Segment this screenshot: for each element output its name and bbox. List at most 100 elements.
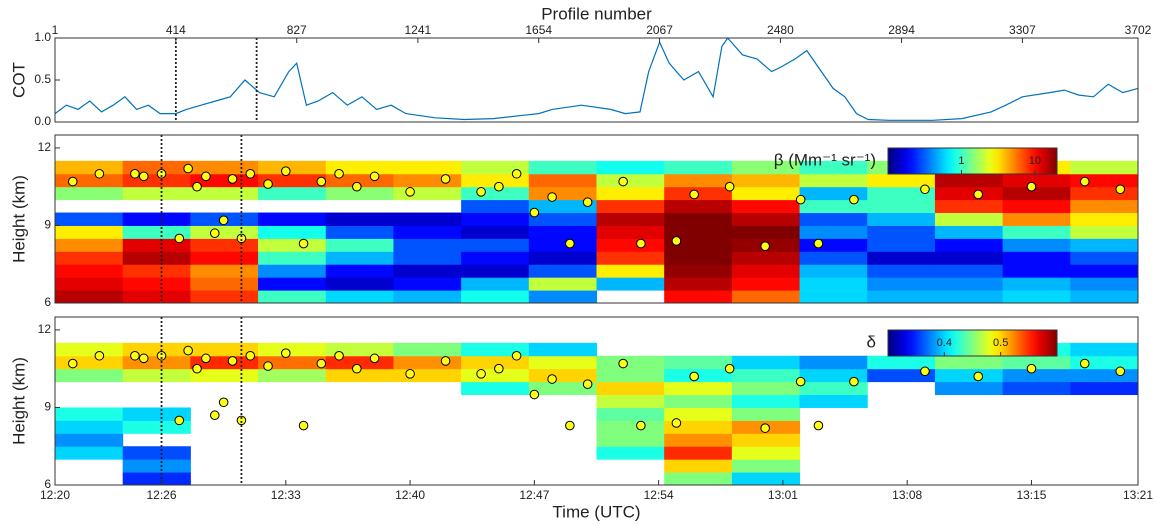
heat-cell	[122, 290, 191, 303]
plot-area	[55, 160, 1138, 303]
y-tick-label: 6	[44, 477, 51, 491]
heat-cell	[664, 160, 733, 175]
point	[689, 189, 699, 200]
heat-cell	[258, 290, 327, 303]
point	[582, 379, 593, 390]
heat-cell	[190, 264, 259, 278]
heat-cell	[867, 368, 936, 383]
heat-cell	[867, 186, 936, 201]
point	[1079, 176, 1090, 187]
heat-cell	[325, 277, 394, 291]
point	[582, 197, 593, 207]
heat-cell	[934, 173, 1004, 188]
heat-cell	[799, 225, 868, 239]
heat-cell	[596, 277, 665, 291]
x-tick-label: 2894	[888, 23, 915, 37]
heat-cell	[325, 238, 394, 252]
point	[298, 420, 309, 431]
point	[511, 168, 522, 179]
heat-cell	[122, 225, 191, 239]
point	[405, 187, 415, 197]
heat-cell	[55, 173, 124, 188]
x-axis-label: Profile number	[541, 4, 652, 23]
heat-cell	[867, 212, 936, 226]
heat-cell	[799, 264, 868, 278]
point	[316, 358, 327, 369]
point	[94, 168, 105, 179]
heat-cell	[664, 264, 733, 278]
heat-cell	[867, 225, 936, 239]
y-tick-label: 12	[38, 140, 52, 154]
colorbar-tick-label: 0.4	[937, 337, 952, 349]
heat-cell	[258, 212, 327, 226]
heat-cell	[461, 290, 530, 303]
heat-cell	[190, 238, 259, 252]
heat-cell	[55, 342, 124, 357]
point	[671, 418, 682, 428]
heat-cell	[461, 264, 530, 278]
heat-cell	[1070, 238, 1138, 252]
x-tick-label: 12:26	[147, 488, 177, 502]
heat-cell	[1002, 199, 1071, 214]
point	[183, 163, 193, 174]
heat-cell	[664, 212, 733, 226]
heat-cell	[528, 342, 597, 357]
y-tick-label: 6	[44, 295, 51, 309]
y-axis-label: Height (km)	[9, 175, 28, 263]
heat-cell	[122, 472, 191, 485]
heat-cell	[731, 251, 801, 265]
heat-cell	[799, 394, 868, 408]
point	[209, 410, 220, 421]
heat-cell	[1002, 251, 1071, 265]
point	[281, 348, 291, 358]
heat-cell	[799, 277, 868, 291]
heat-cell	[528, 355, 597, 370]
point	[174, 233, 185, 244]
point	[183, 345, 193, 356]
point	[263, 179, 273, 189]
heat-cell	[258, 186, 327, 201]
heat-cell	[934, 264, 1004, 278]
point	[671, 236, 682, 246]
heat-cell	[528, 160, 597, 175]
heat-cell	[799, 290, 868, 303]
point	[209, 228, 220, 239]
heat-cell	[596, 381, 665, 396]
point	[236, 415, 247, 426]
x-tick-label: 1	[52, 23, 59, 37]
heat-cell	[122, 420, 191, 434]
heat-cell	[1070, 368, 1138, 383]
heat-cell	[122, 446, 191, 460]
point	[1026, 363, 1037, 374]
heat-cell	[325, 225, 394, 239]
heat-cell	[258, 277, 327, 291]
point	[476, 187, 486, 197]
heat-cell	[934, 355, 1004, 370]
heat-cell	[190, 225, 259, 239]
y-tick-label: 0.0	[34, 114, 51, 128]
heat-cell	[393, 290, 462, 303]
heat-cell	[934, 290, 1004, 303]
point	[476, 369, 486, 379]
heat-cell	[596, 212, 665, 226]
point	[813, 238, 824, 249]
heat-cell	[325, 212, 394, 226]
y-axis-label: Height (km)	[9, 357, 28, 445]
heat-cell	[393, 342, 462, 357]
y-tick-label: 1.0	[34, 30, 51, 44]
axes-frame	[54, 134, 1139, 304]
colorbar-tick-label: 0.5	[993, 337, 1008, 349]
heat-cell	[528, 251, 597, 265]
point	[547, 192, 557, 202]
heat-cell	[528, 277, 597, 291]
heat-cell	[799, 160, 868, 175]
heat-cell	[122, 212, 191, 226]
heat-cell	[461, 173, 530, 188]
heat-cell	[1070, 212, 1138, 226]
heat-cell	[55, 355, 124, 370]
heat-cell	[1002, 212, 1071, 226]
heat-cell	[1070, 290, 1138, 303]
point	[724, 363, 735, 374]
heat-cell	[325, 186, 394, 201]
heat-cell	[1070, 251, 1138, 265]
